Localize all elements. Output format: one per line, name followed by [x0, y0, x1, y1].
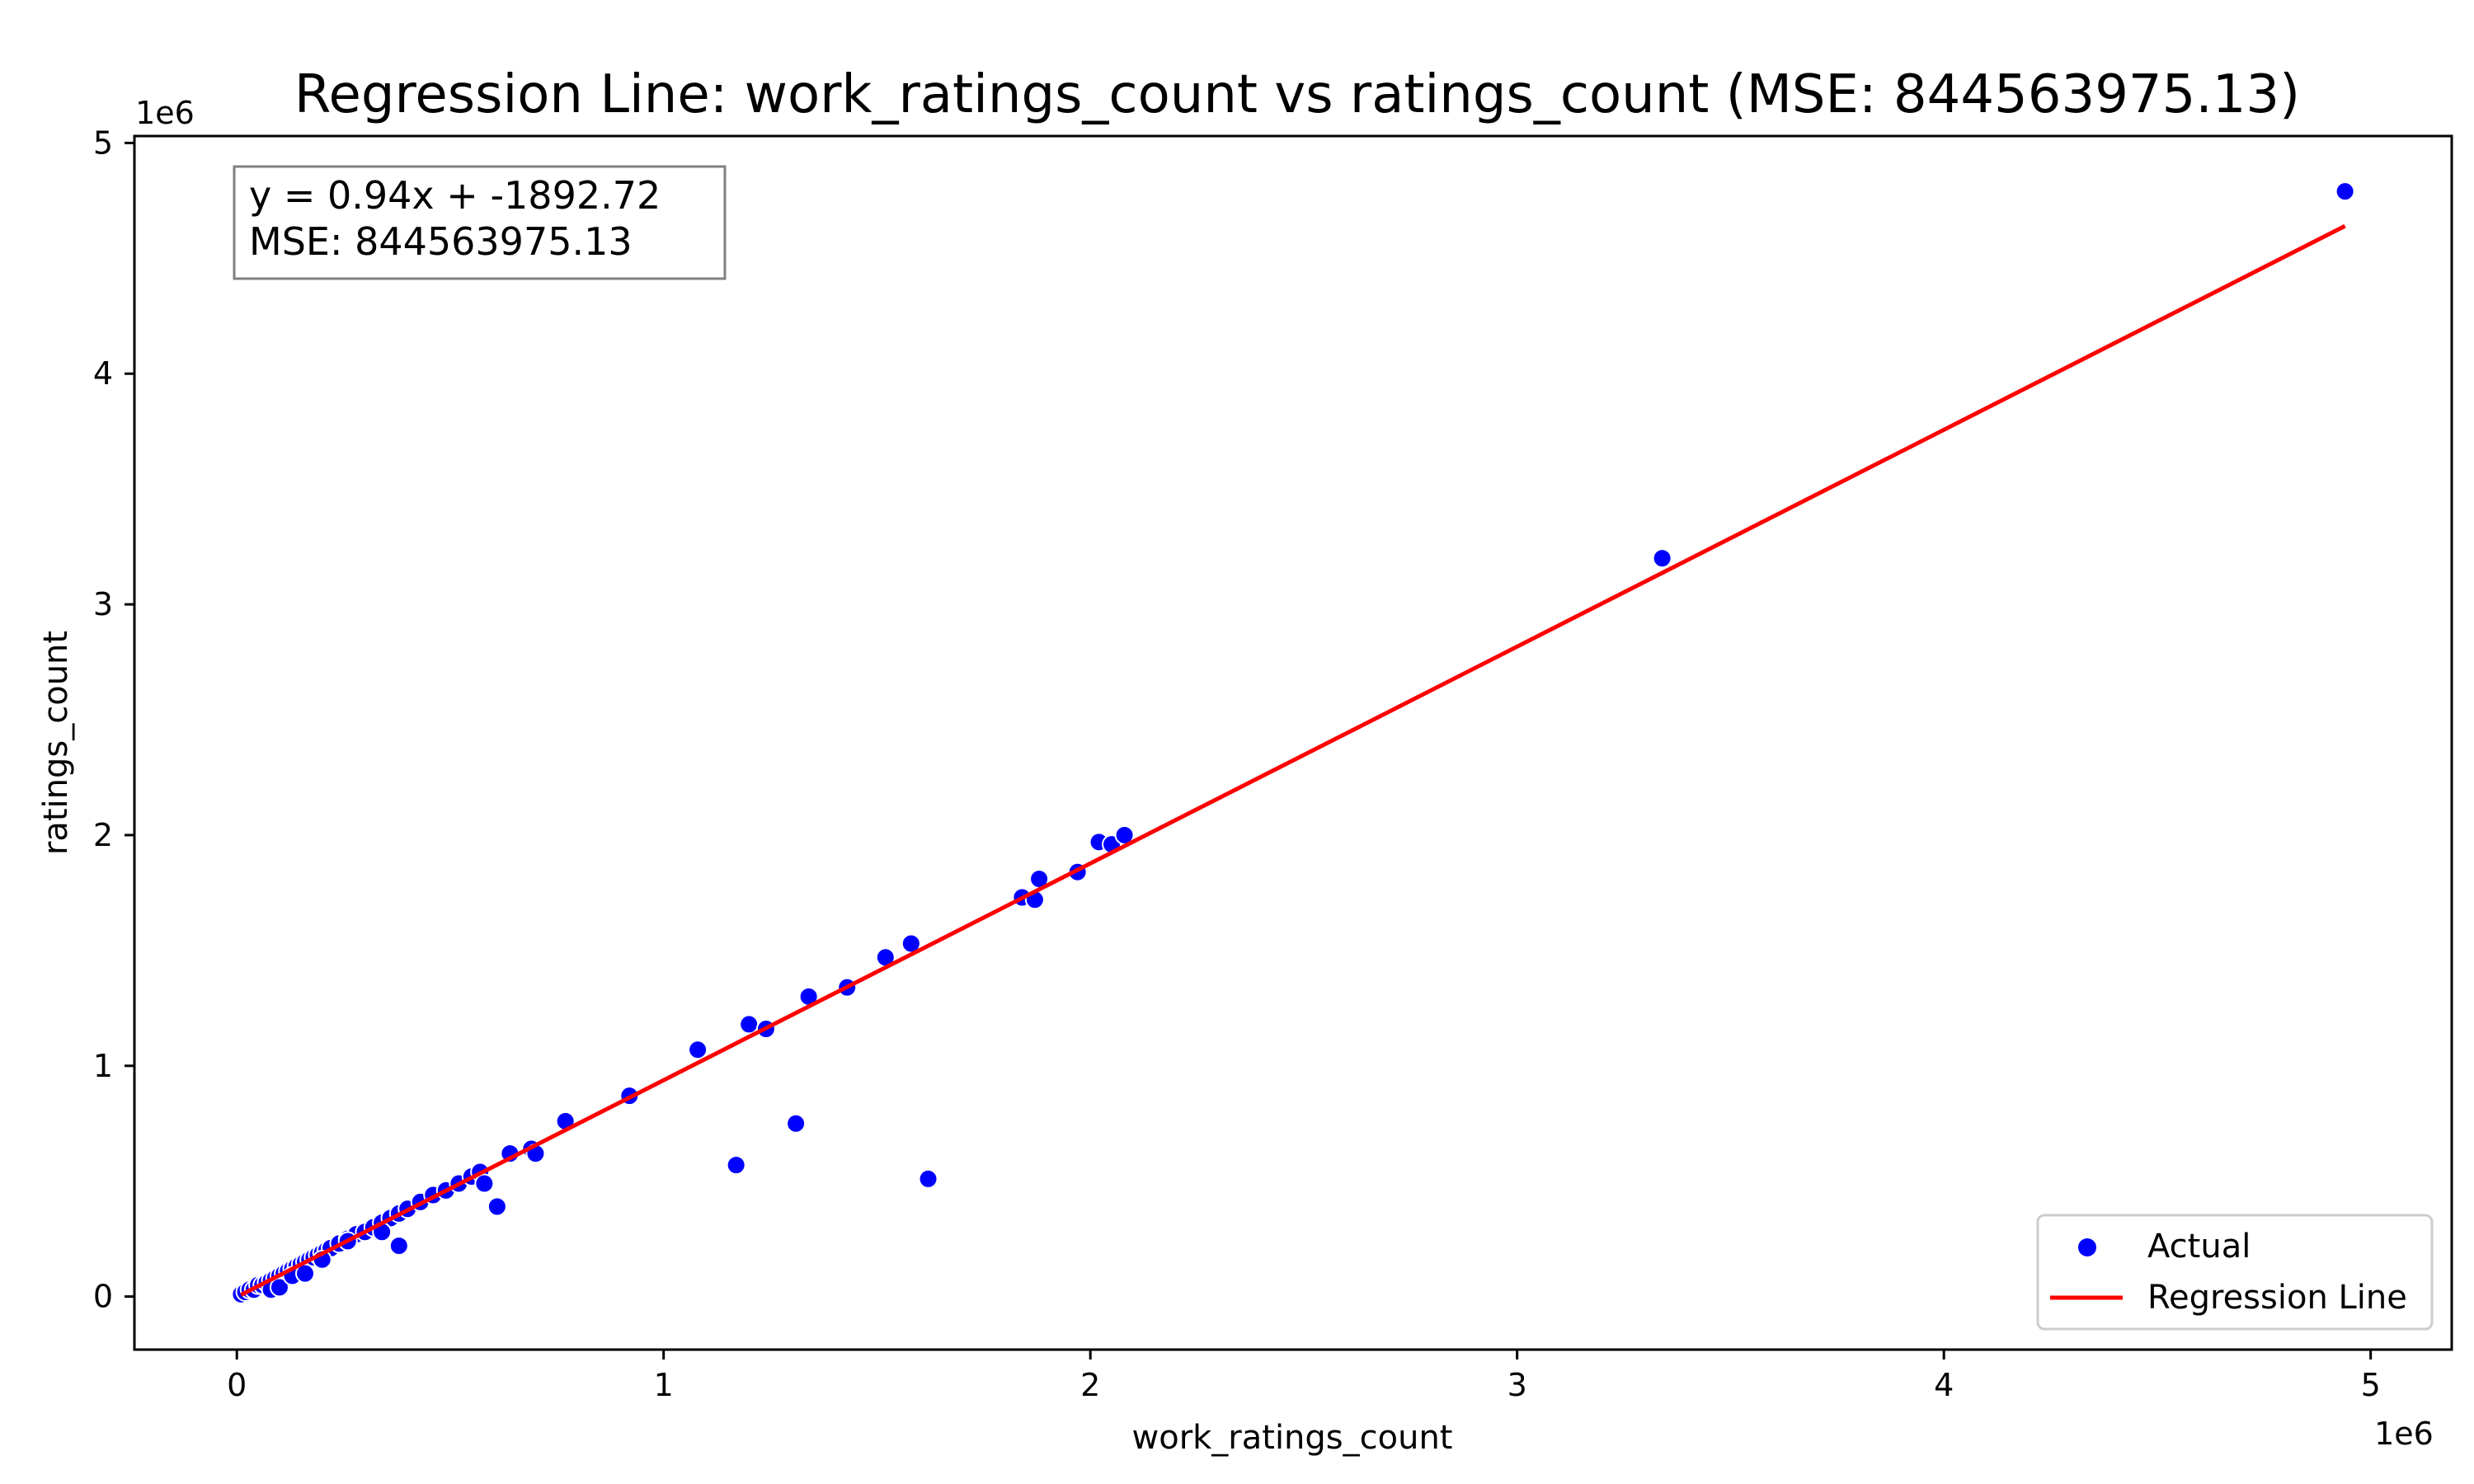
y-tick-label: 5: [93, 124, 113, 161]
data-point: [726, 1155, 746, 1176]
y-tick-label: 0: [93, 1279, 113, 1315]
regression-line: [240, 223, 2346, 1297]
x-tick-label: 2: [1080, 1367, 1100, 1403]
data-point: [269, 1277, 289, 1298]
data-point: [487, 1196, 507, 1217]
x-tick-label: 1: [654, 1367, 674, 1403]
data-point: [786, 1113, 807, 1134]
data-point: [1652, 548, 1672, 569]
y-offset-label: 1e6: [135, 95, 195, 131]
annotation-box: y = 0.94x + -1892.72 MSE: 844563975.13: [233, 165, 727, 280]
series-layer: [231, 181, 2355, 1304]
legend-marker-actual: [2078, 1238, 2096, 1256]
annotation-mse: MSE: 844563975.13: [249, 219, 633, 264]
data-point: [918, 1168, 938, 1189]
legend-label-regression: Regression Line: [2147, 1279, 2407, 1317]
chart-title: Regression Line: work_ratings_count vs r…: [294, 64, 2300, 125]
data-point: [739, 1014, 760, 1035]
y-axis-label: ratings_count: [37, 631, 75, 855]
plot-frame: [133, 134, 2453, 1351]
y-tick-label: 1: [93, 1048, 113, 1084]
data-point: [2335, 181, 2355, 202]
legend: Actual Regression Line: [2036, 1214, 2434, 1331]
x-tick-label: 5: [2361, 1367, 2381, 1403]
x-tick-label: 3: [1507, 1367, 1527, 1403]
y-axis: 0 1 2 3 4 5: [93, 124, 134, 1315]
annotation-equation: y = 0.94x + -1892.72: [249, 173, 661, 218]
x-axis: 0 1 2 3 4 5: [227, 1350, 2381, 1403]
data-point: [688, 1040, 708, 1060]
annotation-frame: [233, 165, 727, 280]
legend-frame: [2036, 1214, 2434, 1331]
y-tick-label: 3: [93, 586, 113, 622]
x-tick-label: 0: [227, 1367, 247, 1403]
legend-label-actual: Actual: [2147, 1228, 2251, 1266]
y-tick-label: 4: [93, 355, 113, 392]
x-offset-label: 1e6: [2374, 1416, 2434, 1452]
y-tick-label: 2: [93, 817, 113, 853]
x-tick-label: 4: [1934, 1367, 1954, 1403]
data-point: [474, 1173, 495, 1194]
x-axis-label: work_ratings_count: [1132, 1419, 1453, 1457]
data-point: [388, 1236, 409, 1256]
